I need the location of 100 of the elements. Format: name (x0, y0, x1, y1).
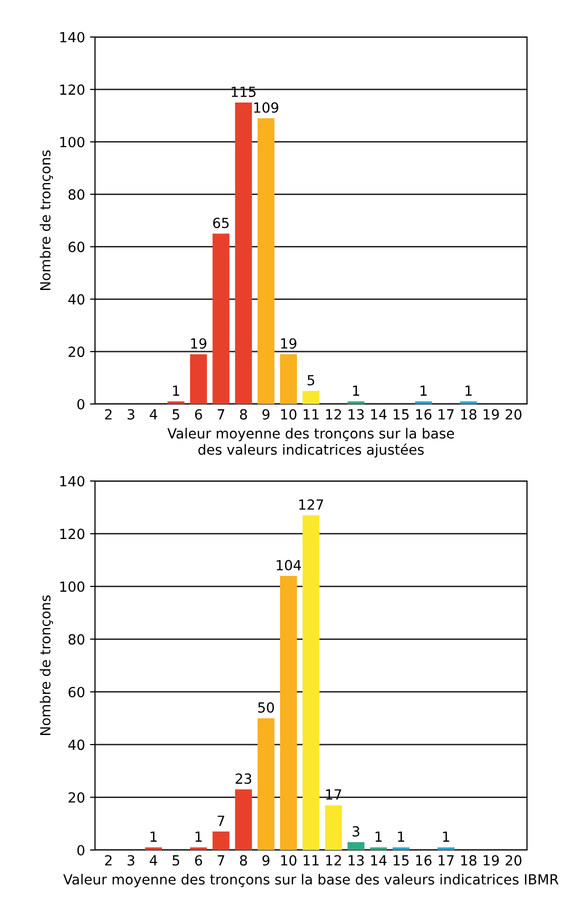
x-axis-title: Valeur moyenne des tronçons sur la base des valeurs indicatrices ajustées (167, 428, 454, 458)
x-tick-label: 7 (218, 409, 224, 420)
y-tick-label: 0 (77, 844, 84, 856)
x-tick-label: 5 (172, 855, 180, 866)
data-label: 7 (218, 816, 224, 826)
bar (145, 847, 162, 850)
x-tick-label: 2 (105, 409, 112, 420)
x-tick-label: 10 (281, 409, 296, 420)
y-tick-label: 140 (60, 32, 84, 42)
data-label: 1 (150, 832, 157, 842)
x-tick-label: 13 (348, 855, 364, 866)
data-label: 3 (352, 826, 360, 837)
bar (415, 401, 432, 404)
data-label: 127 (299, 499, 324, 510)
data-label: 104 (276, 560, 301, 570)
x-tick-label: 19 (484, 855, 499, 866)
x-tick-label: 15 (394, 855, 409, 866)
bar (168, 401, 184, 404)
x-tick-label: 8 (240, 409, 247, 420)
bar (235, 789, 252, 850)
x-tick-label: 16 (416, 855, 432, 866)
bar (235, 102, 252, 404)
bar (325, 805, 342, 850)
data-label: 19 (191, 338, 206, 349)
x-tick-label: 20 (506, 855, 522, 866)
y-axis-title: Nombre de tronçons (40, 150, 53, 290)
y-tick-label: 20 (68, 792, 84, 803)
x-tick-label: 17 (438, 855, 454, 866)
data-label: 1 (376, 832, 382, 842)
x-tick-label: 11 (304, 409, 319, 420)
data-label: 1 (466, 386, 472, 396)
y-tick-label: 80 (68, 634, 84, 645)
bar (190, 847, 207, 850)
bar (438, 847, 454, 850)
x-tick-label: 18 (461, 409, 476, 420)
x-tick-label: 13 (348, 409, 364, 420)
x-tick-label: 15 (394, 409, 409, 420)
data-label: 1 (173, 386, 180, 396)
bar (392, 847, 410, 850)
x-tick-label: 4 (150, 855, 158, 866)
data-label: 1 (443, 832, 450, 842)
data-label: 23 (236, 773, 252, 784)
x-tick-label: 11 (304, 855, 319, 866)
bar (280, 576, 297, 850)
bar (348, 842, 364, 850)
x-tick-label: 6 (195, 409, 202, 420)
data-label: 1 (196, 832, 202, 842)
y-tick-label: 100 (60, 581, 84, 592)
y-tick-label: 120 (60, 84, 84, 95)
bar (370, 847, 387, 850)
x-axis-title: Valeur moyenne des tronçons sur la base des valeurs indicatrices IBMR (63, 874, 558, 888)
data-label: 1 (353, 386, 360, 396)
bar (280, 354, 297, 404)
bar (460, 401, 477, 404)
x-tick-label: 10 (281, 855, 296, 866)
y-tick-label: 120 (60, 528, 84, 540)
x-tick-label: 3 (128, 409, 134, 420)
data-label: 1 (398, 832, 404, 842)
x-tick-label: 12 (326, 855, 341, 866)
bar (258, 118, 274, 404)
x-tick-label: 14 (371, 409, 387, 420)
bar (258, 718, 274, 850)
x-tick-label: 6 (195, 855, 202, 866)
x-tick-label: 9 (262, 855, 270, 866)
x-tick-label: 4 (150, 409, 158, 420)
bar (348, 401, 364, 404)
bar (212, 832, 230, 850)
y-tick-label: 40 (68, 294, 84, 305)
x-tick-label: 18 (461, 855, 476, 866)
bar (212, 234, 230, 404)
y-tick-label: 60 (68, 686, 84, 698)
data-label: 19 (281, 338, 296, 349)
bar (302, 515, 320, 850)
y-tick-label: 100 (60, 136, 84, 148)
y-tick-label: 140 (60, 476, 84, 486)
x-tick-label: 8 (240, 855, 247, 866)
x-tick-label: 12 (326, 409, 341, 420)
x-tick-label: 2 (105, 855, 112, 866)
data-label: 50 (258, 702, 274, 713)
data-label: 1 (420, 386, 427, 396)
data-label: 65 (213, 218, 229, 228)
x-tick-label: 17 (438, 409, 454, 420)
bar (302, 390, 320, 404)
y-axis-title: Nombre de tronçons (40, 595, 53, 735)
x-tick-label: 5 (172, 409, 180, 420)
x-tick-label: 16 (416, 409, 432, 420)
data-label: 5 (308, 375, 314, 386)
data-label: 109 (254, 102, 278, 113)
y-tick-label: 80 (68, 189, 84, 200)
x-tick-label: 14 (371, 855, 387, 866)
y-tick-label: 40 (68, 740, 84, 750)
x-tick-label: 20 (506, 409, 522, 420)
x-tick-label: 7 (218, 855, 224, 866)
x-tick-label: 9 (262, 409, 270, 420)
y-tick-label: 20 (68, 346, 84, 358)
x-tick-label: 3 (128, 855, 134, 866)
y-tick-label: 0 (77, 398, 84, 410)
bar (190, 354, 207, 404)
y-tick-label: 60 (68, 242, 84, 252)
x-tick-label: 19 (484, 409, 499, 420)
